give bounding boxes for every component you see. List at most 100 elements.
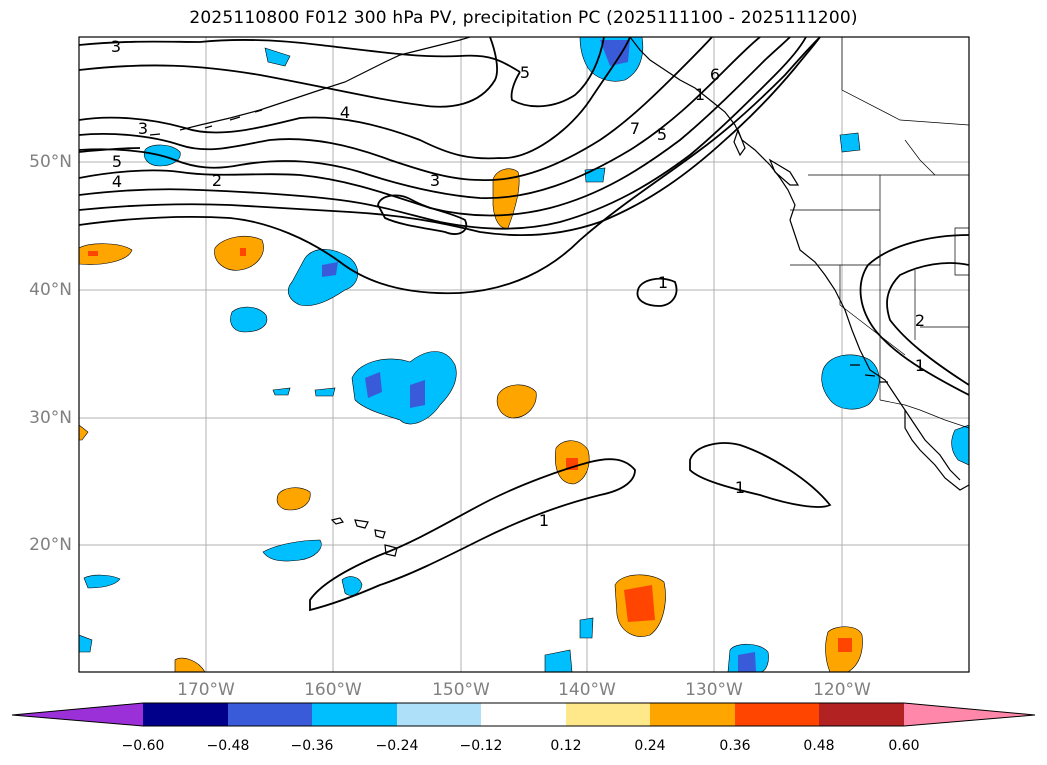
neg-area: [951, 424, 969, 466]
state-line: [954, 227, 969, 276]
colorbar-tick: −0.12: [459, 738, 503, 754]
pos-core: [240, 248, 246, 256]
contour-10: [79, 147, 141, 153]
contour-label: 5: [520, 63, 530, 82]
precipitation-shading: [79, 37, 969, 672]
pos-area: [496, 384, 537, 419]
figure-title: 2025110800 F012 300 hPa PV, precipitatio…: [189, 8, 858, 28]
neg-area: [83, 574, 121, 589]
colorbar-segment: [228, 703, 312, 726]
neg-core: [738, 652, 756, 672]
us-mexico-border: [879, 399, 969, 429]
colorbar-segment: [143, 703, 228, 726]
neg-area: [579, 617, 594, 639]
contour-1: [79, 38, 521, 73]
alaska-coast: [179, 37, 471, 131]
colorbar-segment: [650, 703, 735, 726]
contour-1-band: [309, 458, 636, 612]
colorbar-tick: 0.12: [550, 738, 582, 754]
colorbar-tick: −0.60: [121, 738, 165, 754]
contour-label: 4: [340, 103, 350, 122]
pos-area: [276, 487, 311, 511]
colorbar-tick: −0.24: [375, 738, 419, 754]
neg-area: [341, 576, 363, 596]
neg-area: [230, 306, 268, 333]
contour-label: 3: [111, 37, 121, 56]
pos-area: [492, 168, 520, 229]
contour-label: 2: [915, 311, 925, 330]
neg-area: [79, 634, 93, 653]
contour-label-group: 3 3 5 4 2 4 3 5 7 5 6 1 1 1 1 2 1: [111, 37, 925, 530]
contour-low-2: [377, 194, 468, 235]
map-panel: 3 3 5 4 2 4 3 5 7 5 6 1 1 1 1 2 1: [78, 36, 970, 673]
pos-area: [214, 236, 264, 271]
neg-area: [351, 351, 457, 425]
lon-label-120w: 120°W: [813, 680, 871, 700]
pv-contours: [79, 37, 969, 612]
pos-core: [88, 251, 98, 256]
contour-6: [79, 37, 791, 217]
contour-label: 2: [212, 171, 222, 190]
colorbar-tick: 0.24: [634, 738, 666, 754]
colorbar-tick: −0.36: [290, 738, 334, 754]
contour-7: [79, 37, 807, 230]
hawaii-islands: [330, 517, 398, 557]
vancouver-island: [768, 158, 800, 186]
contour-label: 1: [735, 478, 745, 497]
lat-label-30n: 30°N: [29, 408, 72, 428]
colorbar-tick: 0.36: [719, 738, 751, 754]
neg-area: [287, 249, 358, 306]
colorbar-segment: [312, 703, 397, 726]
aleutian-islands: [149, 109, 263, 136]
contour-label: 4: [112, 172, 122, 191]
pos-area: [79, 243, 133, 265]
haida-gwaii: [733, 128, 746, 157]
baja-coast: [904, 409, 961, 481]
colorbar-segment: [12, 703, 143, 726]
lon-label-140w: 140°W: [558, 680, 616, 700]
contour-1-east: [689, 442, 832, 508]
coastlines: [149, 37, 969, 557]
map-frame: [78, 36, 970, 673]
colorbar-segment: [735, 703, 819, 726]
contour-label: 6: [710, 65, 720, 84]
contour-label: 3: [430, 171, 440, 190]
neg-area: [262, 539, 322, 562]
pos-area: [174, 657, 206, 672]
contour-low-1: [510, 37, 605, 108]
lon-label-160w: 160°W: [304, 680, 362, 700]
lat-label-40n: 40°N: [29, 280, 72, 300]
contour-label: 1: [695, 85, 705, 104]
contour-1-pv: [636, 277, 678, 307]
neg-area: [314, 387, 336, 397]
colorbar-outline: [11, 702, 1036, 727]
neg-area: [821, 354, 880, 410]
colorbar-segment: [481, 703, 566, 726]
neg-area: [544, 649, 573, 672]
colorbar-segment: [566, 703, 650, 726]
contour-2-east: [886, 262, 969, 386]
neg-core: [322, 262, 338, 277]
lat-label-20n: 20°N: [29, 535, 72, 555]
contour-9: [79, 37, 821, 295]
contour-label: 1: [915, 356, 925, 375]
colorbar-tick: 0.48: [803, 738, 835, 754]
province-line: [841, 37, 969, 126]
contour-3: [79, 37, 631, 160]
contour-5: [79, 37, 761, 199]
contour-2: [79, 37, 498, 108]
contour-label: 1: [658, 273, 668, 292]
lat-label-50n: 50°N: [29, 152, 72, 172]
neg-area: [839, 132, 861, 153]
lon-label-150w: 150°W: [432, 680, 490, 700]
contour-4: [79, 37, 713, 182]
bc-border: [904, 139, 936, 176]
neg-core: [365, 372, 382, 398]
contour-label: 7: [630, 119, 640, 138]
colorbar-segment: [397, 703, 481, 726]
pos-area: [79, 424, 89, 441]
neg-core: [600, 40, 630, 66]
pos-core: [838, 638, 852, 652]
neg-area: [272, 387, 291, 396]
pos-core: [624, 585, 655, 622]
